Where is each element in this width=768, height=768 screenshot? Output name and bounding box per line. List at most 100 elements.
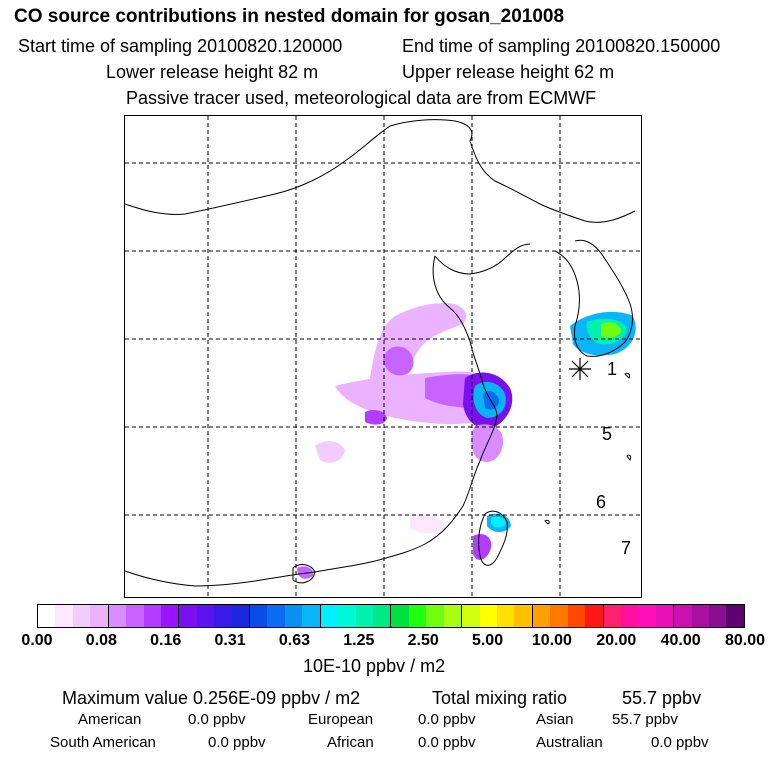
manchuria-border	[469, 140, 636, 223]
colorbar-segment	[355, 605, 374, 627]
lower-release-label: Lower release height 82 m	[106, 62, 319, 82]
hainan-coast	[292, 564, 316, 584]
concentration-plumes	[297, 303, 636, 579]
japan-islets-2	[626, 454, 632, 461]
map-label-5: 5	[602, 424, 613, 444]
colorbar-tick-label: 0.00	[21, 632, 53, 649]
map-label-6: 6	[596, 492, 607, 512]
plume-taiwan-south	[473, 534, 492, 560]
colorbar-segment	[231, 605, 251, 627]
total-mixing-label: Total mixing ratio	[432, 688, 568, 708]
colorbar-segment	[426, 605, 444, 627]
asterisk-icon	[569, 358, 591, 380]
colorbar-segment	[443, 605, 463, 627]
colorbar-segment	[196, 605, 215, 627]
colorbar-segment	[726, 605, 744, 627]
total-mixing-value: 55.7 ppbv	[622, 688, 702, 708]
colorbar-segment	[160, 605, 180, 627]
colorbar-segment	[462, 605, 480, 627]
max-value-label: Maximum value 0.256E-09 ppbv / m2	[62, 688, 361, 708]
colorbar-segment	[585, 605, 604, 627]
plume-west-faint	[315, 441, 345, 463]
region-american-value: 0.0 ppbv	[188, 711, 246, 728]
page-title: CO source contributions in nested domain…	[14, 6, 565, 27]
plume-southeast-faint	[410, 514, 445, 534]
colorbar-unit: 10E-10 ppbv / m2	[303, 656, 446, 676]
colorbar-segment	[108, 605, 127, 627]
colorbar-segment	[214, 605, 232, 627]
plume-hainan	[297, 566, 314, 579]
colorbar-segment	[638, 605, 656, 627]
region-african-value: 0.0 ppbv	[418, 734, 476, 751]
plume-central	[383, 346, 414, 376]
region-asian-value: 55.7 ppbv	[612, 711, 678, 728]
colorbar-segment	[72, 605, 91, 627]
colorbar-segment	[532, 605, 551, 627]
colorbar-tick-label: 0.08	[85, 632, 117, 649]
colorbar-segment	[179, 605, 197, 627]
plume-inland-dot	[365, 410, 387, 425]
colorbar-segment	[567, 605, 586, 627]
colorbar-segment	[603, 605, 621, 627]
colorbar-segment	[284, 605, 303, 627]
colorbar-segment	[143, 605, 161, 627]
colorbar-segment	[709, 605, 727, 627]
region-european-label: European	[308, 711, 374, 728]
bohai-coast	[434, 243, 531, 275]
colorbar-segment	[479, 605, 497, 627]
colorbar-segment	[691, 605, 710, 627]
colorbar-segment	[338, 605, 356, 627]
map-label-1: 1	[607, 359, 618, 379]
colorbar-tick-label: 2.50	[407, 632, 439, 649]
colorbar-segment	[90, 605, 109, 627]
north-border	[125, 119, 473, 215]
colorbar-segment	[391, 605, 409, 627]
colorbar-segment	[655, 605, 675, 627]
region-european-value: 0.0 ppbv	[418, 711, 476, 728]
colorbar-segment	[550, 605, 568, 627]
lat-lon-grid	[125, 116, 643, 599]
plume-korea-core	[601, 322, 621, 339]
colorbar-segment	[126, 605, 144, 627]
plume-taiwan-core	[491, 516, 506, 528]
colorbar-segment	[620, 605, 639, 627]
region-american-label: American	[78, 711, 142, 728]
japan-islets-3	[544, 519, 550, 525]
upper-release-label: Upper release height 62 m	[402, 62, 615, 82]
colorbar-segment	[55, 605, 73, 627]
colorbar-tick-label: 80.00	[724, 632, 766, 649]
china-east-coast	[125, 255, 498, 587]
region-australian-label: Australian	[536, 734, 603, 751]
end-time-label: End time of sampling 20100820.150000	[402, 36, 721, 56]
map-canvas	[125, 116, 643, 599]
colorbar-segment	[267, 605, 285, 627]
start-time-label: Start time of sampling 20100820.120000	[18, 36, 343, 56]
colorbar-segment	[373, 605, 392, 627]
tracer-note: Passive tracer used, meteorological data…	[126, 88, 597, 108]
colorbar-segment	[674, 605, 692, 627]
korea-coast	[554, 239, 633, 357]
colorbar-segment	[320, 605, 339, 627]
region-south-american-value: 0.0 ppbv	[208, 734, 266, 751]
colorbar-segment	[38, 605, 56, 627]
colorbar-tick-label: 1.25	[343, 632, 375, 649]
region-asian-label: Asian	[536, 711, 574, 728]
region-australian-value: 0.0 ppbv	[651, 734, 709, 751]
colorbar-tick-label: 0.31	[214, 632, 246, 649]
colorbar-tick-label: 0.16	[150, 632, 182, 649]
japan-islets-1	[624, 372, 630, 379]
map-label-7: 7	[621, 538, 632, 558]
colorbar-segment	[250, 605, 268, 627]
region-south-american-label: South American	[50, 734, 156, 751]
region-african-label: African	[327, 734, 374, 751]
colorbar-tick-label: 20.00	[596, 632, 637, 649]
colorbar-segment	[408, 605, 427, 627]
colorbar	[37, 604, 745, 628]
colorbar-tick-label: 5.00	[471, 632, 504, 649]
colorbar-tick-label: 10.00	[531, 632, 572, 649]
colorbar-segment	[496, 605, 515, 627]
colorbar-segment	[302, 605, 321, 627]
coastlines	[125, 119, 636, 587]
colorbar-tick-label: 0.63	[278, 632, 311, 649]
colorbar-tick-label: 40.00	[660, 632, 701, 649]
